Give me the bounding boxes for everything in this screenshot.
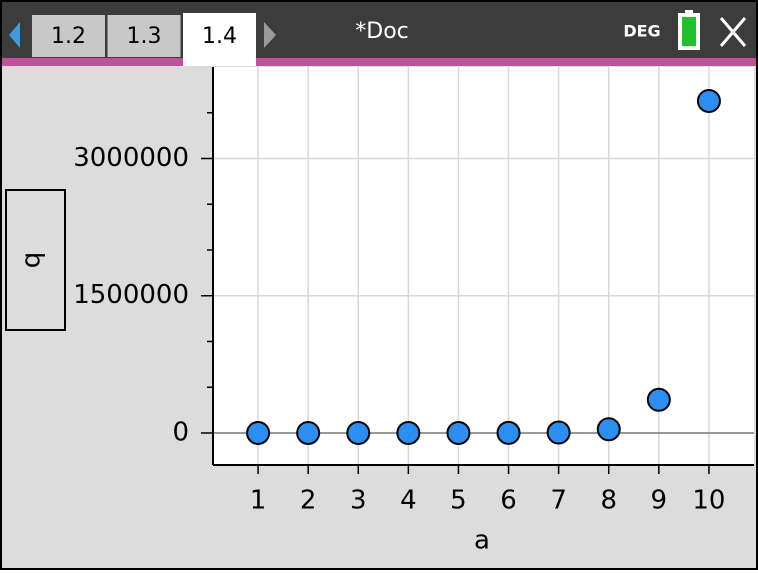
tab-label: 1.2 [51, 24, 86, 49]
angle-mode: DEG [623, 22, 660, 41]
tab-label: 1.4 [202, 24, 237, 49]
x-tick-label: 4 [400, 486, 417, 516]
document-title: *Doc [355, 19, 409, 44]
y-tick-label: 0 [172, 417, 189, 447]
data-point[interactable] [346, 420, 371, 445]
x-tick-label: 2 [300, 486, 317, 516]
data-point[interactable] [296, 420, 321, 445]
data-point[interactable] [546, 420, 571, 445]
data-point[interactable] [646, 387, 671, 412]
y-tick-label: 3000000 [73, 143, 189, 173]
tab-right-arrow[interactable] [264, 22, 276, 48]
x-tick-label: 5 [450, 486, 467, 516]
x-tick-label: 9 [651, 486, 668, 516]
tab-left-arrow[interactable] [9, 22, 20, 48]
tab-label: 1.3 [127, 24, 162, 49]
y-label-box[interactable] [5, 189, 66, 331]
data-point[interactable] [246, 420, 271, 445]
x-tick-label: 3 [350, 486, 367, 516]
close-button[interactable] [719, 17, 747, 47]
y-axis-label: b [19, 252, 49, 269]
chart: 1 2 3 4 5 6 7 8 9 10 0 1500000 3000000 [73, 67, 754, 516]
tab[interactable] [183, 13, 256, 66]
data-point[interactable] [696, 88, 721, 113]
x-tick-label: 10 [692, 486, 725, 516]
x-tick-label: 1 [250, 486, 267, 516]
tab[interactable] [32, 15, 105, 57]
x-tick-label: 6 [500, 486, 517, 516]
x-axis-label: a [474, 526, 490, 556]
x-tick-label: 7 [550, 486, 567, 516]
tab[interactable] [107, 15, 181, 57]
data-point[interactable] [396, 420, 421, 445]
y-tick-label: 1500000 [73, 280, 189, 310]
plot-area [213, 67, 754, 465]
tab-bar: 1.2 1.3 1.4 [32, 13, 256, 66]
x-tick-label: 8 [600, 486, 617, 516]
data-point[interactable] [496, 420, 521, 445]
data-point[interactable] [446, 420, 471, 445]
accent-stripe [0, 58, 758, 66]
data-point[interactable] [596, 417, 621, 442]
battery-icon [678, 10, 700, 50]
